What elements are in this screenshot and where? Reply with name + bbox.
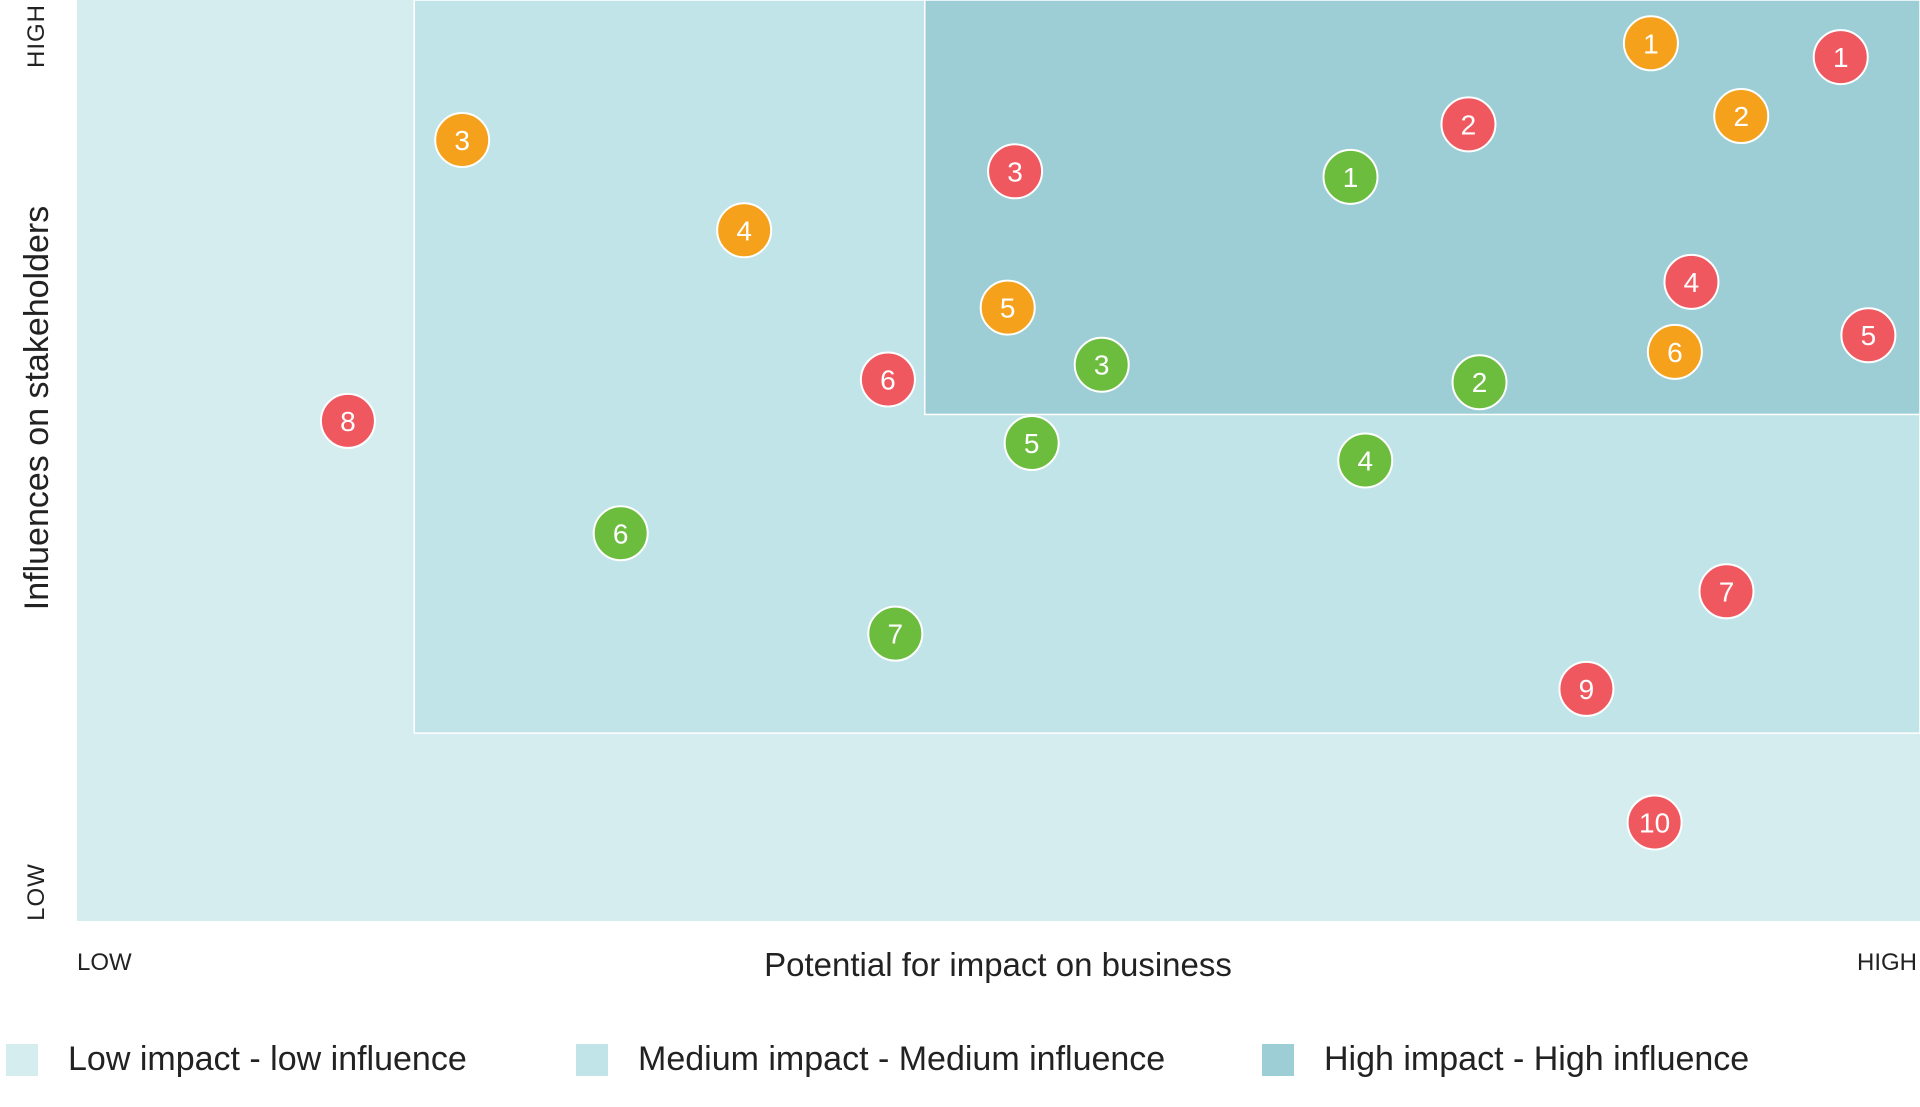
point-green-1: 1 — [1322, 148, 1379, 205]
point-marker — [1337, 432, 1394, 489]
point-label: 5 — [1024, 428, 1040, 459]
legend-item-low: Low impact - low influence — [6, 1040, 467, 1079]
point-label: 6 — [1667, 337, 1683, 368]
point-label: 7 — [888, 619, 904, 650]
y-axis-title: Influences on stakeholders — [18, 206, 56, 610]
x-axis-high-label: HIGH — [1857, 949, 1917, 976]
point-marker — [1646, 323, 1703, 380]
point-red-3: 3 — [987, 143, 1044, 200]
zones-layer — [77, 0, 1920, 921]
point-orange-1: 1 — [1622, 15, 1679, 72]
legend-label-low: Low impact - low influence — [68, 1040, 467, 1078]
point-label: 7 — [1719, 576, 1735, 607]
legend-swatch-high — [1262, 1043, 1294, 1076]
point-red-2: 2 — [1440, 96, 1497, 153]
point-orange-5: 5 — [979, 279, 1036, 336]
point-orange-4: 4 — [716, 202, 773, 259]
point-label: 3 — [1094, 350, 1110, 381]
point-green-4: 4 — [1337, 432, 1394, 489]
zone-high-impact — [924, 0, 1920, 416]
legend-item-medium: Medium impact - Medium influence — [576, 1040, 1165, 1079]
point-marker — [592, 505, 649, 562]
point-marker — [1003, 415, 1060, 472]
point-marker — [979, 279, 1036, 336]
point-green-6: 6 — [592, 505, 649, 562]
legend-swatch-medium — [576, 1043, 608, 1076]
point-label: 6 — [613, 518, 629, 549]
point-marker — [1626, 794, 1683, 851]
points-layer: 1 2 3 4 5 6 7 8 9 10 1 2 3 4 5 6 1 2 3 4 5 6 7 — [319, 15, 1897, 851]
point-marker — [1622, 15, 1679, 72]
point-red-6: 6 — [859, 351, 916, 408]
legend-label-high: High impact - High influence — [1324, 1040, 1750, 1078]
point-marker — [434, 111, 491, 168]
point-marker — [867, 605, 924, 662]
point-marker — [716, 202, 773, 259]
legend-label-medium: Medium impact - Medium influence — [638, 1040, 1166, 1078]
point-label: 3 — [454, 125, 470, 156]
point-marker — [1451, 354, 1508, 411]
point-label: 1 — [1643, 28, 1659, 59]
point-label: 4 — [1684, 267, 1700, 298]
point-red-5: 5 — [1840, 307, 1897, 364]
point-label: 2 — [1461, 109, 1477, 140]
point-marker — [987, 143, 1044, 200]
point-marker — [1440, 96, 1497, 153]
point-red-1: 1 — [1812, 29, 1869, 86]
point-label: 1 — [1343, 162, 1359, 193]
point-label: 9 — [1579, 674, 1595, 705]
point-red-7: 7 — [1698, 563, 1755, 620]
point-orange-6: 6 — [1646, 323, 1703, 380]
point-red-4: 4 — [1663, 253, 1720, 310]
point-orange-2: 2 — [1713, 88, 1770, 145]
point-marker — [1663, 253, 1720, 310]
point-label: 8 — [340, 406, 356, 437]
legend: Low impact - low influence Medium impact… — [0, 1040, 1920, 1090]
point-label: 1 — [1833, 42, 1849, 73]
x-axis-title: Potential for impact on business — [764, 946, 1232, 983]
y-axis-high-label: HIGH — [23, 4, 50, 68]
y-axis-low-label: LOW — [23, 863, 50, 921]
point-label: 10 — [1639, 807, 1670, 838]
point-label: 2 — [1733, 101, 1749, 132]
point-marker — [1322, 148, 1379, 205]
point-green-5: 5 — [1003, 415, 1060, 472]
point-marker — [859, 351, 916, 408]
x-axis-low-label: LOW — [77, 949, 132, 976]
point-marker — [1713, 88, 1770, 145]
point-label: 2 — [1472, 367, 1488, 398]
point-green-7: 7 — [867, 605, 924, 662]
legend-item-high: High impact - High influence — [1262, 1040, 1749, 1079]
point-label: 5 — [1861, 320, 1877, 351]
point-orange-3: 3 — [434, 111, 491, 168]
point-red-8: 8 — [319, 392, 376, 449]
point-marker — [1812, 29, 1869, 86]
point-red-10: 10 — [1626, 794, 1683, 851]
point-label: 6 — [880, 364, 896, 395]
point-green-2: 2 — [1451, 354, 1508, 411]
point-marker — [1840, 307, 1897, 364]
point-green-3: 3 — [1073, 336, 1130, 393]
point-red-9: 9 — [1558, 660, 1615, 717]
point-marker — [1073, 336, 1130, 393]
point-marker — [1558, 660, 1615, 717]
legend-swatch-low — [6, 1043, 38, 1076]
point-label: 3 — [1007, 156, 1023, 187]
point-label: 4 — [736, 215, 752, 246]
point-label: 5 — [1000, 293, 1016, 324]
point-marker — [1698, 563, 1755, 620]
point-label: 4 — [1357, 446, 1373, 477]
point-marker — [319, 392, 376, 449]
